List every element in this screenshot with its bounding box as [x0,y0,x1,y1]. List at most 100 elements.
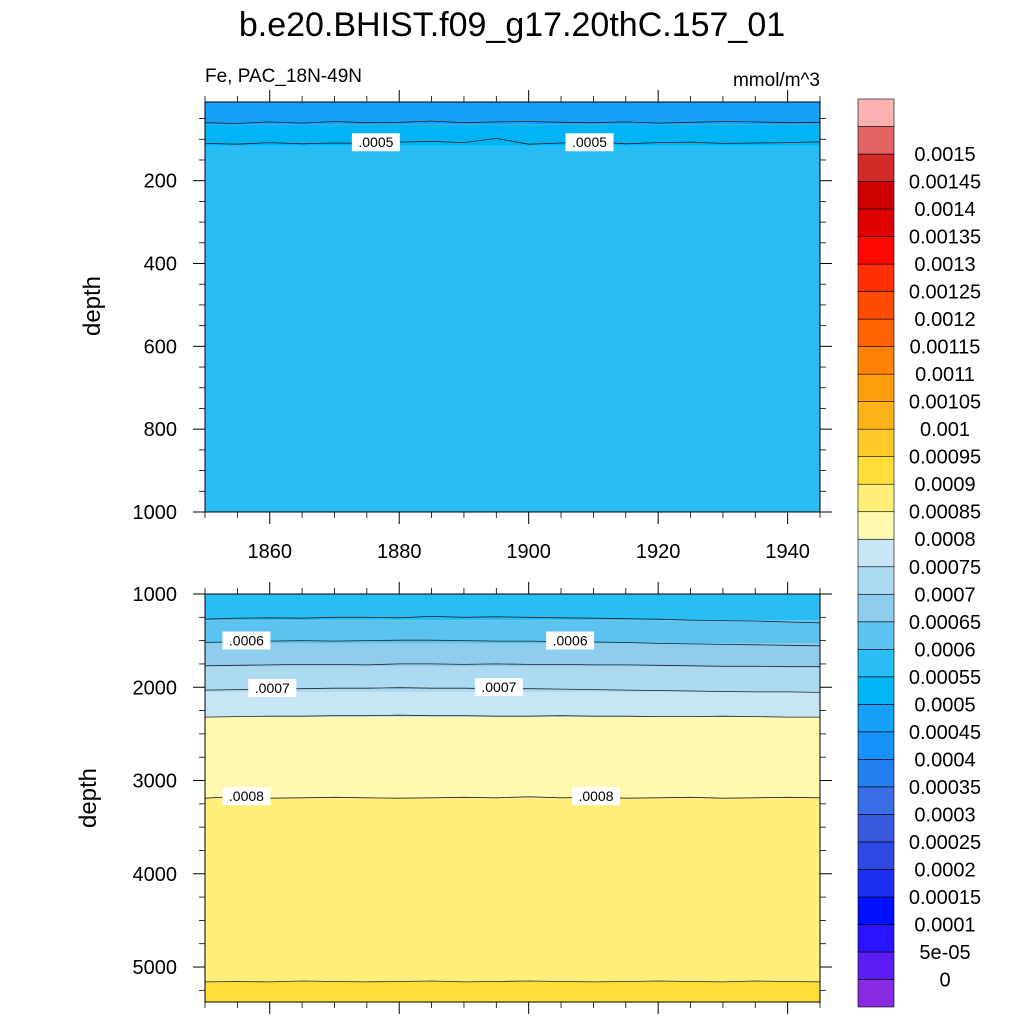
lower-y-tick-label-1: 2000 [133,677,178,699]
colorbar-box-13 [857,621,895,650]
lower-contour-2 [205,663,820,668]
colorbar-label-3: 0.00015 [909,887,981,909]
colorbar-label-11: 0.00055 [909,667,981,689]
lower-contour-label-3: .0007 [474,678,523,697]
upper-y-axis-label: depth [79,276,106,336]
upper-y-tick-label-1: 400 [144,254,177,276]
lower-y-tick-label-2: 3000 [133,771,178,793]
lower-y-axis-label: depth [75,768,102,828]
colorbar-box-15 [857,566,895,595]
upper-contour-label-1: .0005 [565,133,614,152]
upper-panel: .0005 .0005 1860 1880 1900 1920 1940 200 400 600 8… [133,90,832,563]
colorbar-label-18: 0.0009 [914,474,975,496]
upper-x-tick-label-4: 1940 [765,541,810,563]
lower-y-tick-label-0: 1000 [133,584,178,606]
colorbar-label-29: 0.00145 [909,172,981,194]
upper-x-tick-label-2: 1900 [506,541,551,563]
lower-contour-label-0: .0006 [222,631,271,650]
colorbar-label-21: 0.00105 [909,392,981,414]
lower-plot-frame [204,593,821,1003]
colorbar-box-23 [857,346,895,375]
colorbar-box-12 [857,649,895,678]
upper-y-tick-label-3: 800 [144,419,177,441]
upper-contour-0 [205,120,820,124]
colorbar-label-30: 0.0015 [914,144,975,166]
figure-title: b.e20.BHIST.f09_g17.20thC.157_01 [239,6,785,44]
colorbar-box-22 [857,373,895,402]
colorbar-label-5: 0.00025 [909,832,981,854]
colorbar-box-26 [857,263,895,292]
colorbar-box-31 [857,126,895,155]
upper-band-1 [205,124,820,146]
lower-y-tick-label-4: 5000 [133,957,178,979]
upper-x-tick-label-1: 1880 [377,541,422,563]
colorbar-box-4 [857,869,895,898]
colorbar-label-4: 0.0002 [914,859,975,881]
colorbar-box-9 [857,731,895,760]
upper-contour-label-0: .0005 [351,133,400,152]
colorbar-box-17 [857,511,895,540]
colorbar-box-20 [857,428,895,457]
lower-contour-label-2: .0007 [248,679,297,698]
colorbar-box-14 [857,593,895,623]
colorbar-label-8: 0.0004 [914,749,975,771]
upper-plot-frame [204,101,821,513]
lower-contour-0 [205,615,820,624]
colorbar-box-3 [857,896,895,925]
lower-contour-label-4: .0008 [222,787,271,806]
colorbar-label-15: 0.00075 [909,557,981,579]
colorbar-box-32 [857,98,895,127]
colorbar-label-7: 0.00035 [909,777,981,799]
colorbar-box-7 [857,786,895,815]
lower-band-0 [205,594,820,621]
svg-text:.0006: .0006 [229,632,264,648]
colorbar-box-5 [857,841,895,870]
colorbar-box-11 [857,676,895,705]
colorbar-box-2 [857,924,895,953]
colorbar-label-10: 0.0005 [914,694,975,716]
colorbar-label-12: 0.0006 [914,639,975,661]
colorbar-label-2: 0.0001 [914,914,975,936]
colorbar-label-26: 0.0013 [914,254,975,276]
colorbar-label-17: 0.00085 [909,502,981,524]
lower-contour-4 [205,714,820,718]
colorbar-box-16 [857,538,895,568]
colorbar-box-24 [857,318,895,347]
upper-contour-1 [205,137,820,145]
upper-x-tick-label-0: 1860 [247,541,292,563]
lower-contour-label-1: .0006 [546,631,595,650]
colorbar-box-29 [857,181,895,210]
upper-y-tick-label-4: 1000 [133,502,178,524]
lower-contour-label-5: .0008 [572,787,620,806]
colorbar-label-6: 0.0003 [914,804,975,826]
colorbar-label-16: 0.0008 [914,529,975,551]
colorbar-label-14: 0.0007 [914,584,975,606]
svg-text:.0008: .0008 [229,788,264,804]
colorbar: 0 5e-05 0.0001 0.00015 0.0002 0.00025 0.0003 0.… [857,98,981,1008]
colorbar-label-19: 0.00095 [909,447,981,469]
colorbar-box-6 [857,814,895,843]
upper-band-2 [205,145,820,512]
lower-y-tick-label-3: 4000 [133,864,178,886]
svg-text:.0006: .0006 [553,632,588,648]
colorbar-box-10 [857,704,895,733]
colorbar-label-9: 0.00045 [909,722,981,744]
colorbar-box-19 [857,456,895,485]
colorbar-box-28 [857,208,895,237]
colorbar-label-24: 0.0012 [914,309,975,331]
colorbar-box-25 [857,291,895,320]
colorbar-box-30 [857,153,895,182]
lower-band-7 [205,981,820,1002]
colorbar-box-21 [857,401,895,430]
upper-band-0 [205,102,820,125]
svg-text:.0007: .0007 [255,680,290,696]
upper-x-tick-label-3: 1920 [636,541,681,563]
colorbar-box-1 [857,951,895,980]
colorbar-label-0: 0 [939,969,950,991]
colorbar-box-27 [857,236,895,265]
colorbar-box-8 [857,759,895,788]
colorbar-label-27: 0.00135 [909,227,981,249]
upper-y-tick-label-2: 600 [144,336,177,358]
lower-band-6 [205,798,820,982]
